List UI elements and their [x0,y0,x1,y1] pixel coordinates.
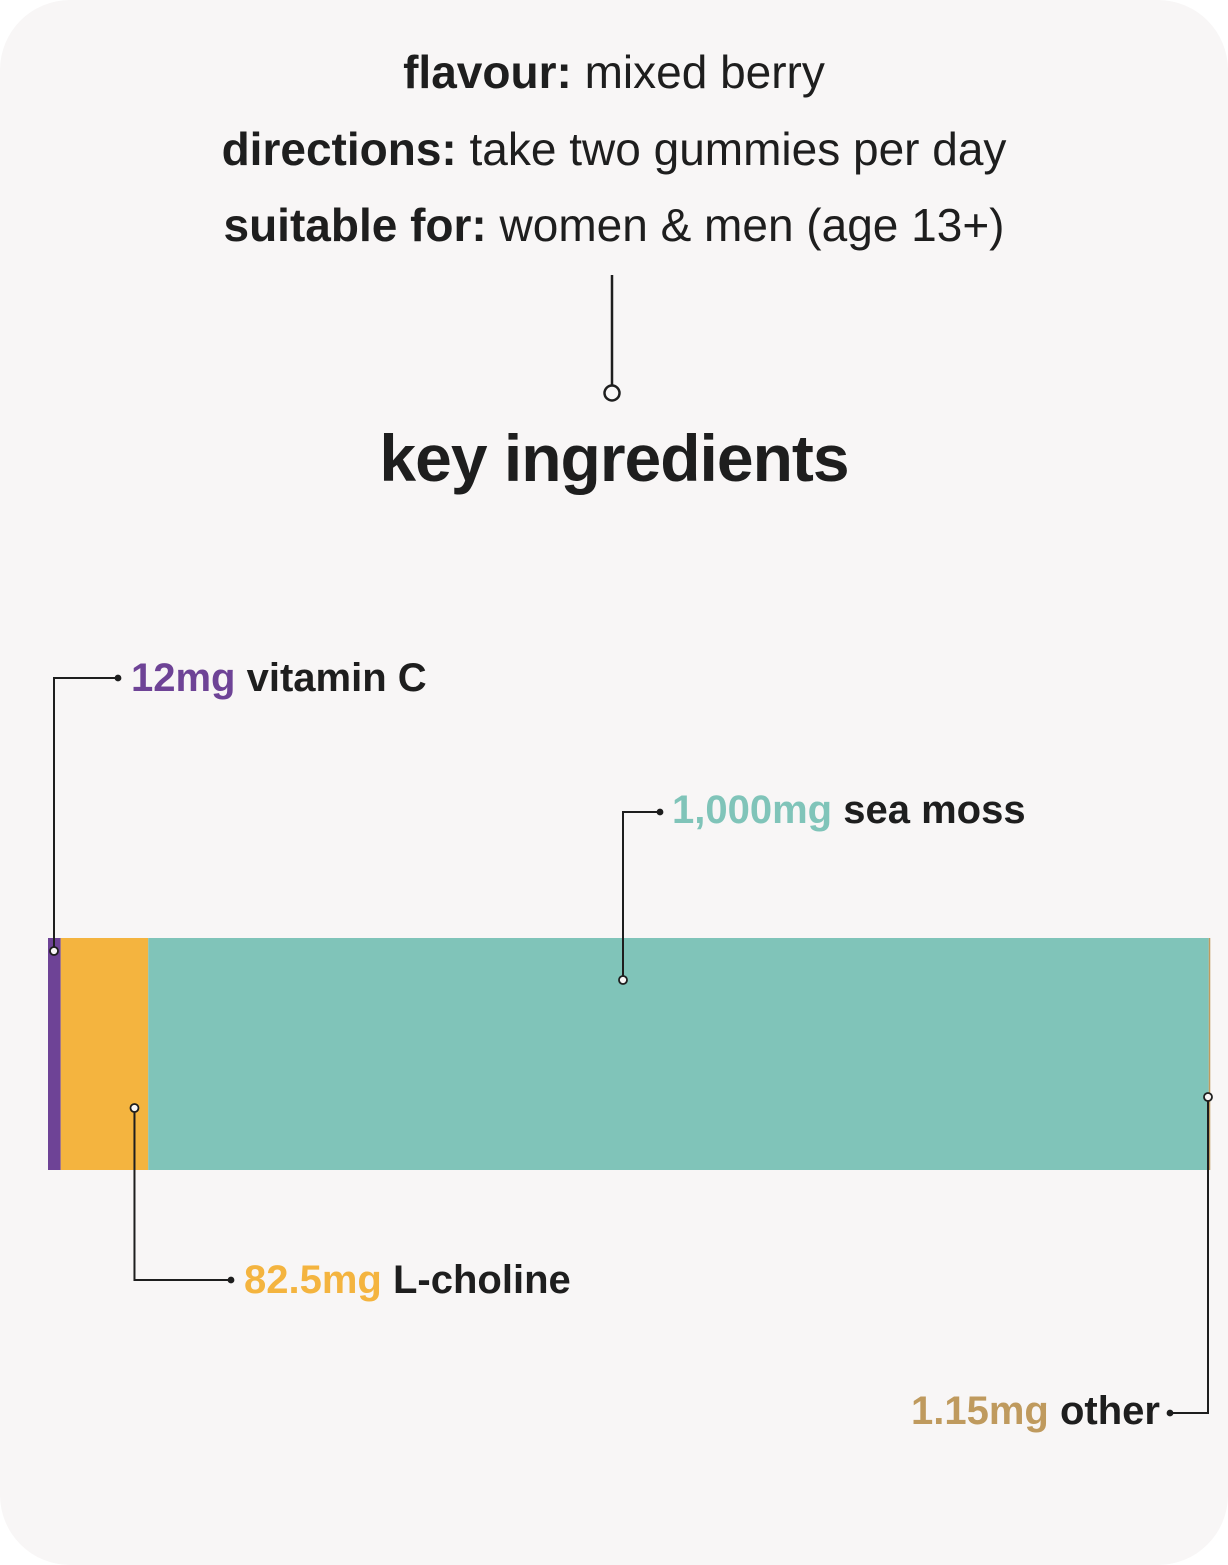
suitable-value: women & men (age 13+) [499,199,1005,251]
leader-lines [49,674,1213,1417]
leader-l-choline [129,1103,235,1284]
callout-sea-moss: 1,000mg sea moss [672,787,1026,833]
callout-amount-other: 1.15mg [911,1389,1049,1433]
bar-segment-other [1208,938,1211,1170]
stacked-bar [48,938,1211,1170]
callout-amount-sea-moss: 1,000mg [672,788,833,832]
suitable-label: suitable for: [223,199,487,251]
flavour-line: flavour: mixed berry [0,46,1228,98]
callout-name-l-choline: L-choline [381,1258,571,1302]
callout-amount-vitamin-c: 12mg [131,656,236,700]
directions-line: directions: take two gummies per day [0,123,1228,175]
bar-segment-vitamin-c [48,938,61,1170]
leader-vitamin-c [49,674,122,956]
callout-name-sea-moss: sea moss [832,788,1026,832]
leader-other [1166,1092,1213,1417]
callout-vitamin-c: 12mg vitamin C [131,655,427,701]
bar-segment-sea-moss [148,938,1209,1170]
callout-name-vitamin-c: vitamin C [235,656,427,700]
flavour-value: mixed berry [584,46,825,98]
callout-name-other: other [1048,1389,1160,1433]
callout-amount-l-choline: 82.5mg [244,1258,382,1302]
directions-label: directions: [221,123,457,175]
callout-other: 1.15mg other [911,1388,1160,1434]
suitable-line: suitable for: women & men (age 13+) [0,199,1228,251]
flavour-label: flavour: [403,46,572,98]
key-ingredients-heading: key ingredients [379,421,849,495]
directions-value: take two gummies per day [469,123,1007,175]
heading-connector [603,275,621,402]
leader-sea-moss [618,808,664,985]
callout-l-choline: 82.5mg L-choline [244,1257,571,1303]
